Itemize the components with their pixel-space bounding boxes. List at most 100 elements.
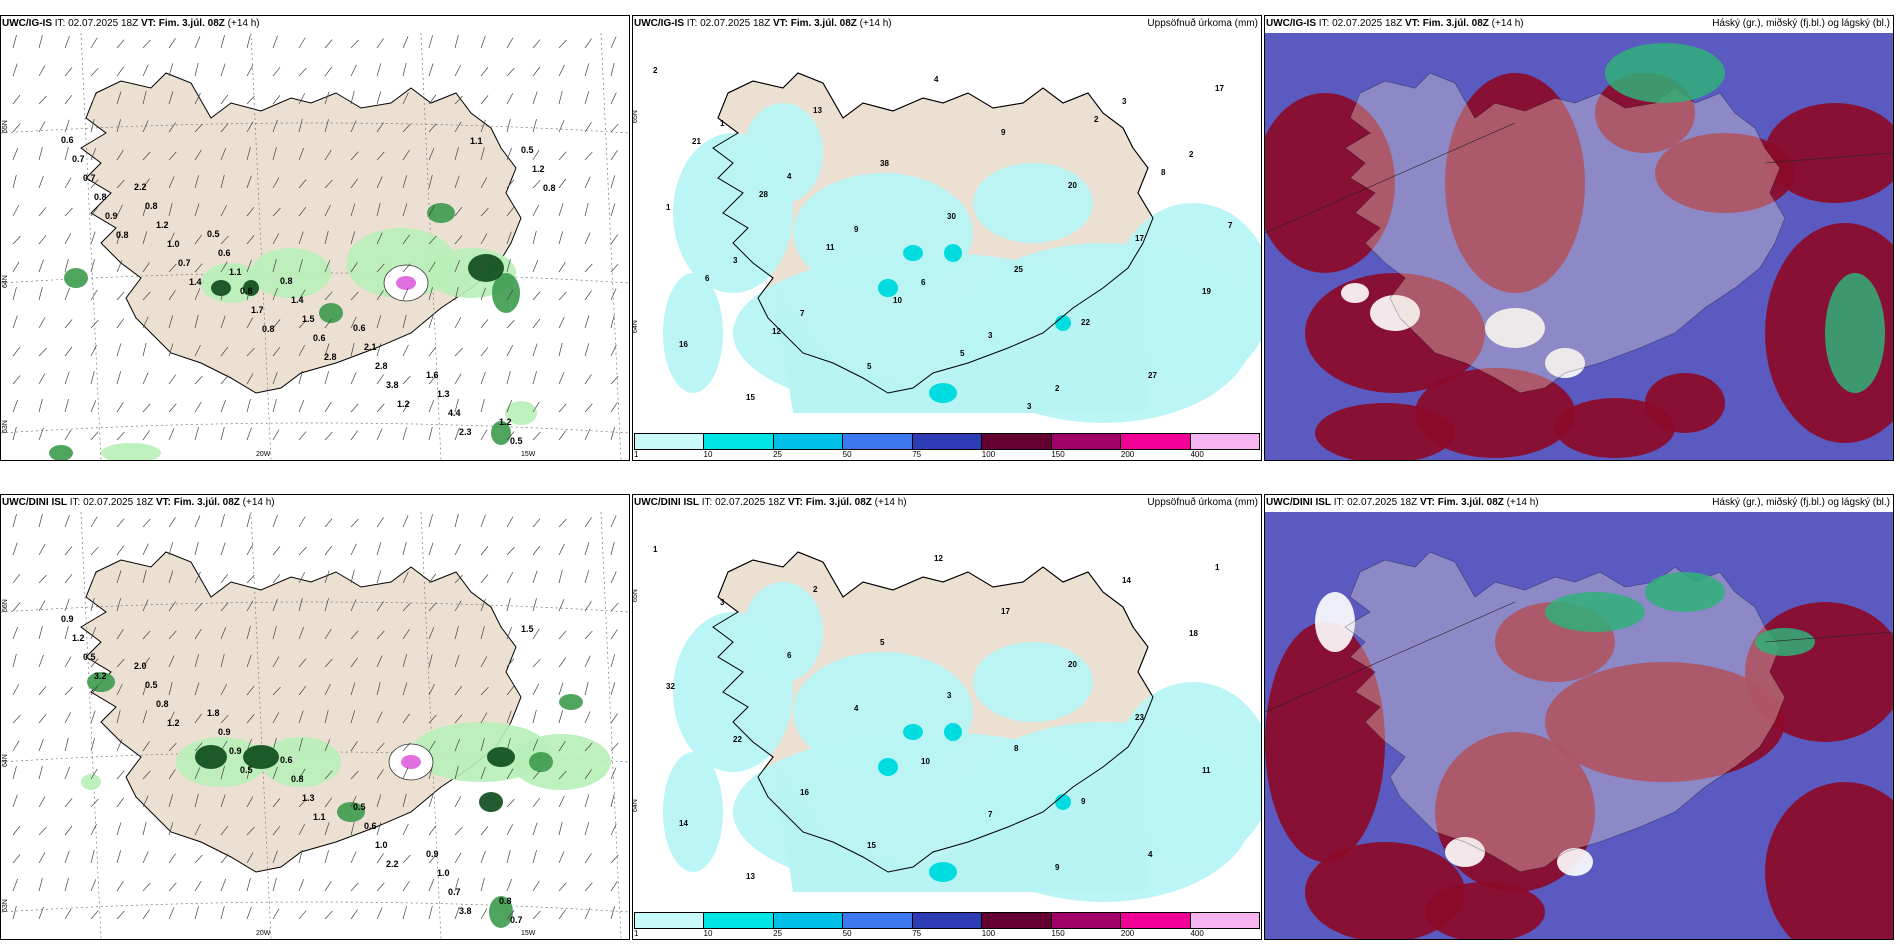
wind-barb [168, 542, 174, 556]
wind-barb [168, 202, 173, 217]
wind-barb [116, 658, 125, 668]
wind-barb [480, 625, 485, 640]
wind-barb [558, 795, 565, 808]
high-cloud-area [1645, 373, 1725, 433]
wind-barb [168, 681, 173, 696]
wind-barb [298, 37, 306, 49]
graticule [1, 33, 629, 460]
wind-barb [532, 91, 538, 105]
wind-barb [12, 905, 17, 920]
cloud-cover-map [1265, 512, 1893, 939]
accum-value-label: 27 [1148, 371, 1157, 380]
wind-barb [558, 882, 567, 892]
precip-value-label: 0.8 [262, 324, 275, 334]
accum-precip-area [793, 173, 973, 293]
wind-barb [558, 291, 567, 301]
wind-barb [350, 151, 359, 161]
wind-barb [116, 260, 123, 273]
wind-barb [12, 653, 17, 668]
wind-barb [64, 346, 73, 357]
wind-barb [64, 712, 72, 724]
wind-barb [12, 63, 18, 77]
wind-barb [376, 263, 385, 273]
colorbar-cell [704, 913, 774, 928]
wind-barb [142, 518, 151, 528]
wind-barb [194, 713, 203, 724]
precip-value-label: 2.2 [386, 859, 399, 869]
wind-barb [116, 230, 121, 245]
wind-barb [532, 683, 539, 696]
panel-title: Uppsöfnuð úrkoma (mm) [1147, 497, 1258, 508]
colorbar-cell [982, 434, 1052, 449]
wind-barb [246, 877, 251, 892]
wind-barb [558, 657, 567, 668]
accum-heavy-area [878, 758, 898, 776]
iceland-outline [1344, 72, 1786, 394]
wind-barb [350, 630, 359, 640]
wind-barb [428, 235, 437, 245]
wind-barb [558, 178, 567, 189]
wind-barb [376, 630, 385, 640]
wind-barb [194, 880, 202, 892]
wind-barb [480, 877, 485, 892]
wind-barb [194, 571, 201, 584]
wind-barb [558, 851, 565, 864]
wind-barb [480, 826, 489, 836]
wind-barb [532, 545, 541, 556]
wind-barb [246, 513, 251, 528]
wind-barb [272, 95, 281, 105]
wind-barb [506, 37, 514, 49]
wind-barb [142, 657, 150, 668]
accum-value-label: 17 [1135, 234, 1144, 243]
wind-barb [220, 375, 229, 385]
wind-barb [272, 514, 278, 528]
wind-barb [402, 793, 407, 808]
wind-barb [610, 629, 618, 640]
accum-value-label: 6 [921, 278, 926, 287]
accum-value-label: 3 [1122, 97, 1127, 106]
wind-barb [142, 120, 149, 133]
precip-value-label: 0.5 [521, 145, 534, 155]
wind-barb [12, 205, 20, 217]
wind-barb [454, 235, 463, 245]
wind-barb [428, 854, 437, 864]
wind-barb [428, 514, 433, 528]
colorbar-tick-label: 75 [912, 929, 922, 938]
wind-barb [584, 122, 592, 133]
precip-value-label: 2.1 [364, 342, 377, 352]
wind-barb [38, 65, 46, 77]
colorbar-tick-label: 400 [1190, 929, 1204, 938]
wind-barb [584, 151, 593, 161]
wind-barb [38, 738, 44, 752]
wind-barb [220, 626, 227, 640]
wind-barb [298, 738, 303, 752]
precip-value-label: 0.8 [240, 286, 253, 296]
wind-barb [168, 176, 175, 189]
wind-barb [64, 737, 69, 752]
longitude-label: 15W [521, 451, 536, 458]
wind-barb [194, 628, 202, 640]
accum-value-label: 7 [800, 309, 805, 318]
wind-barb [246, 398, 251, 413]
panel-header: UWC/IG-IS IT: 02.07.2025 18Z VT: Fim. 3.… [634, 18, 892, 29]
wind-barb [194, 62, 199, 77]
wind-barb [142, 909, 150, 920]
wind-barb [168, 315, 174, 329]
panel-dini-accum: UWC/DINI ISL IT: 02.07.2025 18Z VT: Fim.… [632, 494, 1262, 940]
wind-barb [272, 319, 281, 329]
wind-barb [558, 316, 565, 329]
wind-barb [142, 39, 151, 49]
wind-barb [610, 62, 615, 77]
wind-barb [246, 600, 254, 612]
wind-barb [558, 518, 567, 528]
accum-value-label: 21 [692, 137, 701, 146]
wind-barb [610, 571, 617, 584]
low-cloud-area [1825, 273, 1885, 393]
low-cloud-area [1605, 43, 1725, 103]
colorbar-cell [635, 913, 705, 928]
wind-barb [194, 149, 202, 161]
wind-barb [350, 821, 355, 836]
wind-barb [298, 798, 307, 808]
wind-barb [38, 373, 46, 385]
accum-value-label: 2 [1189, 150, 1194, 159]
